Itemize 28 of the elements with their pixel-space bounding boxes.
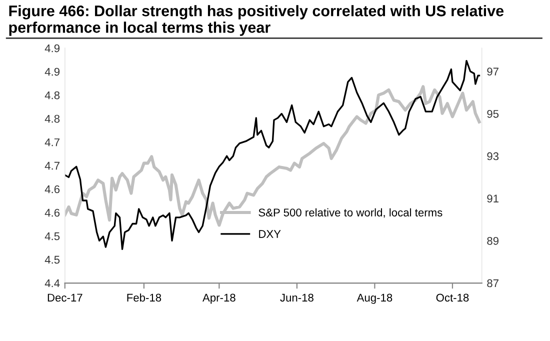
y-tick-label: 4.9 — [44, 68, 60, 76]
y-tick-label: 4.4 — [44, 279, 60, 288]
y-tick-label: 4.6 — [44, 208, 60, 217]
y-tick-label: 4.5 — [44, 256, 60, 264]
y-tick-label: 4.9 — [44, 44, 60, 52]
y-tick-label: 4.7 — [44, 162, 60, 170]
chart-title: Figure 466: Dollar strength has positively correlated with US relative performance in local terms this year — [9, 5, 504, 36]
y-tick-label: 4.8 — [44, 114, 60, 123]
line-series — [64, 60, 480, 250]
y2-tick-label: 97 — [487, 68, 498, 76]
y-tick-label: 4.8 — [44, 91, 60, 100]
x-tick-label: Aug-18 — [356, 294, 392, 304]
x-tick-label: Apr-18 — [202, 294, 236, 304]
line-series — [64, 85, 481, 227]
y-tick-label: 4.7 — [44, 138, 60, 146]
legend-label: DXY — [259, 230, 281, 238]
y2-tick-label: 93 — [487, 152, 499, 160]
y-tick-label: 4.5 — [44, 232, 60, 240]
legend-label: S&P 500 relative to world, local terms — [258, 208, 442, 218]
x-tick-label: Oct-18 — [436, 294, 469, 302]
y2-tick-label: 91 — [487, 194, 498, 202]
y2-tick-label: 87 — [487, 279, 498, 288]
x-tick-label: Feb-18 — [127, 293, 162, 302]
y2-tick-label: 95 — [487, 110, 499, 118]
y-tick-label: 4.6 — [44, 185, 60, 194]
y2-tick-label: 89 — [487, 236, 498, 245]
x-tick-label: Dec-17 — [48, 294, 82, 302]
x-tick-label: Jun-18 — [280, 294, 314, 302]
